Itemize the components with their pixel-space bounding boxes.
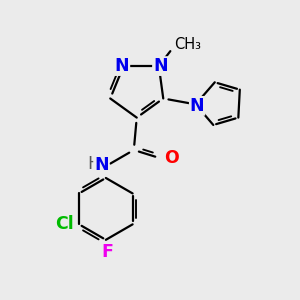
Text: F: F (101, 243, 113, 261)
Text: N: N (190, 97, 204, 115)
Text: N: N (94, 156, 109, 174)
Text: Cl: Cl (55, 215, 74, 233)
Text: CH₃: CH₃ (174, 37, 201, 52)
Text: N: N (115, 57, 129, 75)
Text: N: N (153, 57, 168, 75)
Text: O: O (164, 149, 179, 167)
Text: H: H (88, 155, 100, 173)
